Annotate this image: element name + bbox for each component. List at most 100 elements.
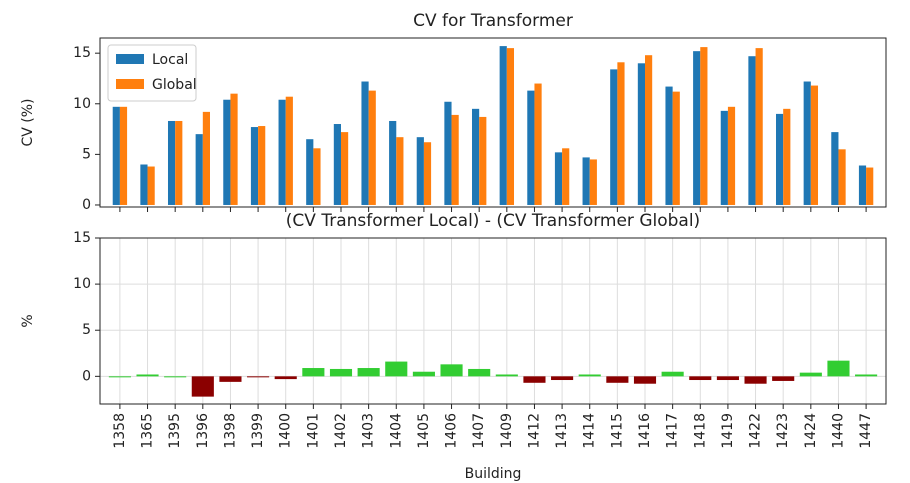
x-tick-label: 1396 [195,413,211,449]
bar [136,374,159,377]
bar [606,376,629,383]
bar [412,371,435,377]
bar [578,374,601,377]
bar [223,99,231,205]
bar [831,132,839,205]
bar [776,113,784,205]
bar [333,124,341,205]
bar [361,81,369,205]
bar [195,134,203,205]
bar [416,137,424,205]
bar [495,374,518,377]
bar [340,132,349,205]
bar [645,55,653,205]
bar [527,90,535,205]
x-tick-label: 1365 [140,413,156,449]
x-tick-label: 1417 [665,413,681,449]
bar [389,120,397,205]
bar [191,376,214,397]
bar [468,368,491,377]
x-axis-label: Building [465,466,522,482]
bar [385,361,408,377]
bar [444,101,452,205]
chart-title: (CV Transformer Local) - (CV Transformer… [286,211,700,231]
bar [313,148,321,205]
y-tick-label: 15 [73,230,91,246]
bar [858,165,867,205]
bar [108,376,131,378]
chart-title: CV for Transformer [413,11,573,31]
bar [727,106,736,205]
y-axis-label: % [20,314,36,327]
bar [633,376,657,384]
bar [617,62,625,205]
y-axis-label: CV (%) [20,98,36,146]
bar [610,69,618,205]
y-tick-label: 10 [73,96,91,112]
bar [523,376,546,383]
bar [582,157,590,205]
bar [799,372,822,377]
x-tick-label: 1416 [637,413,653,449]
x-tick-label: 1419 [720,413,736,449]
bar [164,376,187,378]
x-tick-label: 1404 [388,413,404,449]
bar [855,374,878,377]
x-tick-label: 1447 [858,413,874,449]
x-tick-label: 1414 [582,413,598,449]
x-tick-label: 1413 [554,413,570,449]
x-tick-label: 1400 [278,413,294,449]
bar [396,137,404,205]
bar [499,46,507,205]
bar [219,376,242,382]
bar [140,164,148,205]
bar [278,99,286,205]
bar [866,167,874,205]
y-tick-label: 0 [82,197,91,213]
bar [665,86,673,205]
bar [716,376,739,381]
bar [672,91,680,205]
bar [285,96,293,205]
y-tick-label: 5 [82,322,91,338]
x-tick-label: 1409 [499,413,515,449]
legend-label: Local [152,52,188,68]
axes-frame [99,37,887,208]
x-tick-label: 1402 [333,413,349,449]
bar [748,56,756,205]
y-tick-label: 15 [73,45,91,61]
bar [167,120,176,205]
bar [637,63,646,205]
bar [720,110,728,205]
bar [471,108,480,205]
bar [247,376,270,378]
bar [838,149,846,205]
x-tick-label: 1440 [830,413,846,449]
x-tick-label: 1406 [444,413,460,449]
bar [202,111,210,205]
bar [306,139,314,205]
x-tick-label: 1395 [167,413,183,449]
bar [803,81,811,205]
y-tick-label: 10 [73,276,91,292]
bar [689,376,712,381]
bar [551,376,574,381]
bar [554,152,563,205]
bar [506,48,515,205]
x-tick-label: 1399 [250,413,266,449]
bar [112,106,120,205]
bar [258,126,266,205]
bar [661,371,684,377]
y-tick-label: 0 [82,368,91,384]
x-tick-label: 1424 [803,413,819,449]
x-tick-label: 1403 [361,413,377,449]
bar [357,368,380,377]
bar [147,166,155,205]
axes-frame [99,237,887,405]
bar [230,93,238,205]
x-tick-label: 1401 [305,413,321,449]
bar [119,106,128,205]
bar [175,120,183,205]
x-tick-label: 1412 [526,413,542,449]
